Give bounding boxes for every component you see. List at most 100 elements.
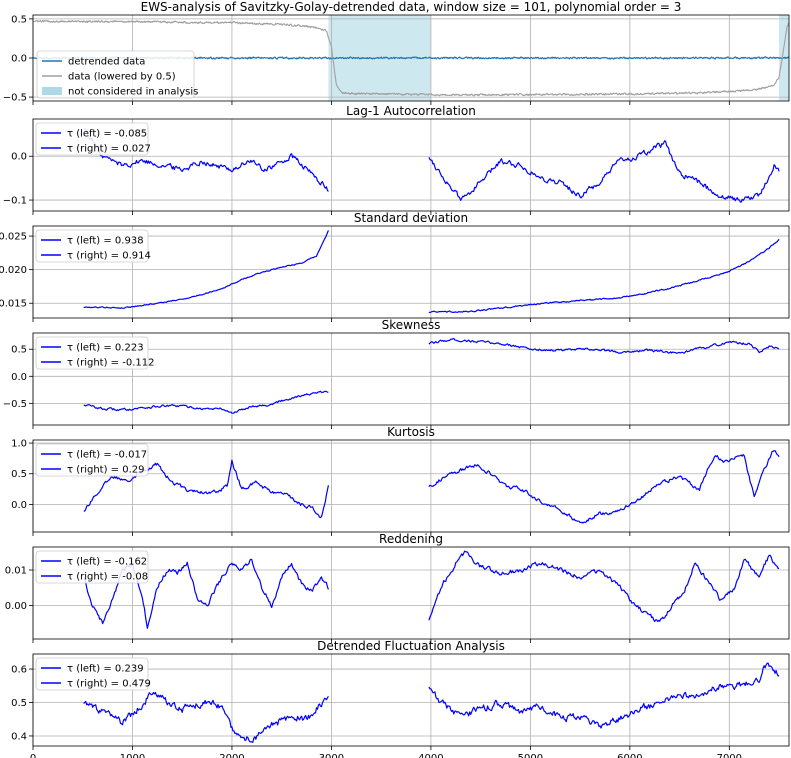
legend-item: τ (right) = 0.479 bbox=[41, 679, 151, 690]
legend-item: τ (right) = -0.112 bbox=[41, 358, 154, 369]
legend-label: τ (left) = -0.162 bbox=[67, 557, 147, 568]
legend-label: τ (right) = -0.112 bbox=[67, 358, 154, 369]
axes-frame bbox=[32, 439, 790, 533]
legend-item: detrended data bbox=[42, 57, 145, 68]
series-line-2 bbox=[428, 550, 780, 622]
x-tick-label: 7000 bbox=[717, 753, 742, 758]
y-tick-label: 0.020 bbox=[0, 265, 27, 276]
y-tick-label: 0.015 bbox=[0, 299, 27, 310]
y-tick-label: 0.0 bbox=[11, 54, 27, 65]
legend-label: τ (right) = 0.914 bbox=[67, 251, 151, 262]
panel-6: Reddening 0.00 0.01 τ (left) = -0.162 τ (rig… bbox=[5, 532, 790, 643]
panel-title: Kurtosis bbox=[387, 425, 435, 439]
panel-title: Reddening bbox=[379, 532, 443, 546]
y-tick-label: 0.5 bbox=[11, 14, 27, 25]
legend-label: τ (left) = 0.239 bbox=[67, 664, 144, 675]
series-line-2 bbox=[428, 662, 780, 729]
legend-item: τ (left) = 0.239 bbox=[41, 664, 144, 675]
y-tick-label: 0.5 bbox=[11, 345, 27, 356]
legend-label: τ (right) = 0.29 bbox=[67, 465, 145, 476]
y-tick-label: 0.0 bbox=[11, 372, 27, 383]
legend-label: detrended data bbox=[68, 57, 145, 68]
panel-4: Skewness −0.5 0.0 0.5 τ (left) = 0.223 τ (rig… bbox=[3, 318, 790, 429]
legend-swatch bbox=[42, 87, 62, 95]
series-line-2 bbox=[33, 19, 789, 97]
legend: τ (left) = 0.223 τ (right) = -0.112 bbox=[35, 336, 154, 370]
x-tick-label: 3000 bbox=[319, 753, 344, 758]
panel-7: Detrended Fluctuation Analysis 0.4 0.5 0.6 τ… bbox=[11, 639, 790, 758]
panel-2: Lag-1 Autocorrelation −0.1 0.0 τ (left) = -… bbox=[3, 104, 790, 215]
y-tick-label: 0.0 bbox=[11, 500, 27, 511]
legend-label: τ (left) = -0.017 bbox=[67, 450, 147, 461]
y-tick-label: 0.0 bbox=[11, 152, 27, 163]
legend-box bbox=[35, 550, 149, 584]
panel-title: Standard deviation bbox=[354, 211, 468, 225]
legend-item: τ (right) = -0.08 bbox=[41, 572, 148, 583]
y-tick-label: 0.025 bbox=[0, 232, 27, 243]
y-tick-label: −0.5 bbox=[3, 93, 27, 104]
legend-item: τ (left) = 0.938 bbox=[41, 236, 144, 247]
legend-box bbox=[35, 657, 149, 691]
legend-label: not considered in analysis bbox=[68, 87, 198, 98]
y-tick-label: 0.5 bbox=[11, 698, 27, 709]
y-tick-label: 0.6 bbox=[11, 665, 27, 676]
y-tick-label: 1.0 bbox=[11, 439, 27, 450]
panel-title: Skewness bbox=[382, 318, 441, 332]
legend-item: τ (right) = 0.914 bbox=[41, 251, 151, 262]
legend-box bbox=[35, 443, 149, 477]
x-tick-label: 2000 bbox=[219, 753, 244, 758]
series-line-2 bbox=[428, 140, 780, 203]
legend-box bbox=[36, 50, 195, 99]
legend-item: τ (left) = -0.085 bbox=[41, 129, 147, 140]
series-line-2 bbox=[428, 238, 780, 314]
legend-item: not considered in analysis bbox=[42, 87, 198, 98]
legend: τ (left) = 0.239 τ (right) = 0.479 bbox=[35, 657, 151, 691]
y-tick-label: 0.00 bbox=[5, 601, 27, 612]
panel-5: Kurtosis 0.0 0.5 1.0 τ (left) = -0.017 τ (rig… bbox=[11, 425, 790, 536]
y-tick-label: 0.01 bbox=[5, 566, 27, 577]
y-tick-label: −0.1 bbox=[3, 196, 27, 207]
legend-item: data (lowered by 0.5) bbox=[42, 72, 176, 83]
legend-item: τ (right) = 0.027 bbox=[41, 144, 151, 155]
legend-label: τ (left) = -0.085 bbox=[67, 129, 147, 140]
axes-frame bbox=[32, 225, 790, 319]
legend-label: τ (left) = 0.938 bbox=[67, 236, 144, 247]
x-tick-label: 1000 bbox=[120, 753, 145, 758]
legend-item: τ (left) = -0.162 bbox=[41, 557, 147, 568]
legend: τ (left) = -0.085 τ (right) = 0.027 bbox=[35, 122, 151, 156]
legend-item: τ (left) = 0.223 bbox=[41, 343, 144, 354]
series-line-1 bbox=[83, 691, 329, 743]
series-line-2 bbox=[428, 337, 780, 354]
x-tick-label: 5000 bbox=[518, 753, 543, 758]
axes-frame bbox=[32, 546, 790, 640]
y-tick-label: 0.4 bbox=[11, 731, 27, 742]
legend: τ (left) = 0.938 τ (right) = 0.914 bbox=[35, 229, 151, 263]
series-line-1 bbox=[83, 128, 329, 192]
x-tick-label: 0 bbox=[30, 753, 36, 758]
legend: τ (left) = -0.017 τ (right) = 0.29 bbox=[35, 443, 149, 477]
axes-frame bbox=[32, 332, 790, 426]
legend-item: τ (right) = 0.29 bbox=[41, 465, 145, 476]
axes-frame bbox=[32, 653, 790, 747]
legend-box bbox=[35, 229, 149, 263]
legend: detrended data data (lowered by 0.5) not c… bbox=[36, 50, 198, 99]
y-tick-label: −0.5 bbox=[3, 399, 27, 410]
panel-3: Standard deviation 0.015 0.020 0.025 τ (left… bbox=[0, 211, 790, 322]
x-tick-label: 4000 bbox=[418, 753, 443, 758]
legend-label: τ (right) = 0.027 bbox=[67, 144, 151, 155]
series-line-1 bbox=[83, 230, 329, 309]
series-line-1 bbox=[83, 459, 329, 519]
legend-label: τ (right) = 0.479 bbox=[67, 679, 151, 690]
panel-title: EWS-analysis of Savitzky-Golay-detrended… bbox=[141, 0, 682, 14]
legend: τ (left) = -0.162 τ (right) = -0.08 bbox=[35, 550, 149, 584]
legend-label: data (lowered by 0.5) bbox=[68, 72, 176, 83]
axes-frame bbox=[32, 118, 790, 212]
legend-box bbox=[35, 122, 149, 156]
series-line-1 bbox=[83, 390, 329, 414]
panel-1: EWS-analysis of Savitzky-Golay-detrended… bbox=[3, 0, 790, 105]
panel-title: Lag-1 Autocorrelation bbox=[346, 104, 476, 118]
legend-label: τ (left) = 0.223 bbox=[67, 343, 144, 354]
x-tick-label: 6000 bbox=[617, 753, 642, 758]
y-tick-label: 0.5 bbox=[11, 469, 27, 480]
